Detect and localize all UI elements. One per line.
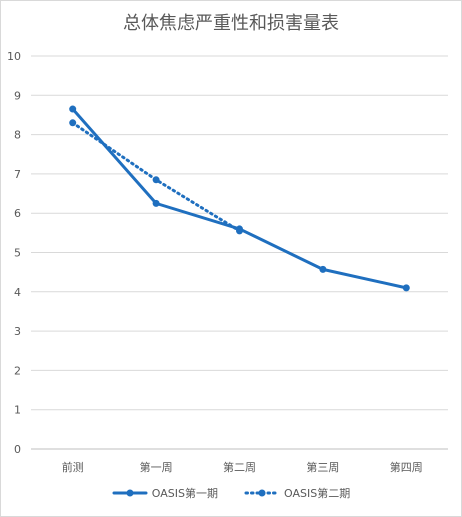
x-tick-label: 第四周	[390, 460, 423, 474]
y-tick-label: 7	[14, 168, 21, 181]
legend-swatch-series-2	[244, 489, 280, 497]
series-line-1	[71, 107, 408, 290]
y-tick-label: 3	[14, 325, 21, 338]
data-point-series-2	[152, 176, 160, 184]
legend-swatch-series-1	[112, 489, 148, 497]
y-tick-label: 8	[14, 129, 21, 142]
x-tick-label: 前测	[62, 460, 84, 474]
y-tick-label: 5	[14, 247, 21, 260]
y-tick-label: 10	[7, 50, 21, 63]
y-tick-label: 1	[14, 404, 21, 417]
chart-title: 总体焦虑严重性和损害量表	[123, 13, 339, 34]
data-point-series-1	[152, 199, 160, 207]
x-tick-label: 第一周	[140, 460, 173, 474]
legend-label-series-2: OASIS第二期	[284, 487, 351, 500]
y-tick-label: 4	[14, 286, 21, 299]
data-point-series-1	[402, 284, 410, 292]
chart-legend: OASIS第一期 OASIS第二期	[1, 485, 461, 501]
y-tick-label: 6	[14, 207, 21, 220]
y-tick-label: 0	[14, 443, 21, 456]
data-point-series-2	[236, 227, 243, 235]
x-tick-label: 第三周	[306, 460, 339, 474]
line-chart: 0 1 2 3 4 5 6 7 8 9 10 前测 第一周 第二周 第三周 第四周	[7, 50, 448, 474]
y-tick-label: 2	[14, 364, 21, 377]
data-point-series-2	[69, 119, 77, 127]
data-point-series-1	[319, 265, 327, 273]
legend-item-series-1: OASIS第一期	[112, 485, 218, 501]
legend-item-series-2: OASIS第二期	[244, 485, 350, 501]
data-point-series-1	[69, 105, 77, 113]
x-tick-label: 第二周	[223, 460, 256, 474]
legend-label-series-1: OASIS第一期	[151, 487, 218, 500]
y-tick-label: 9	[14, 89, 21, 102]
